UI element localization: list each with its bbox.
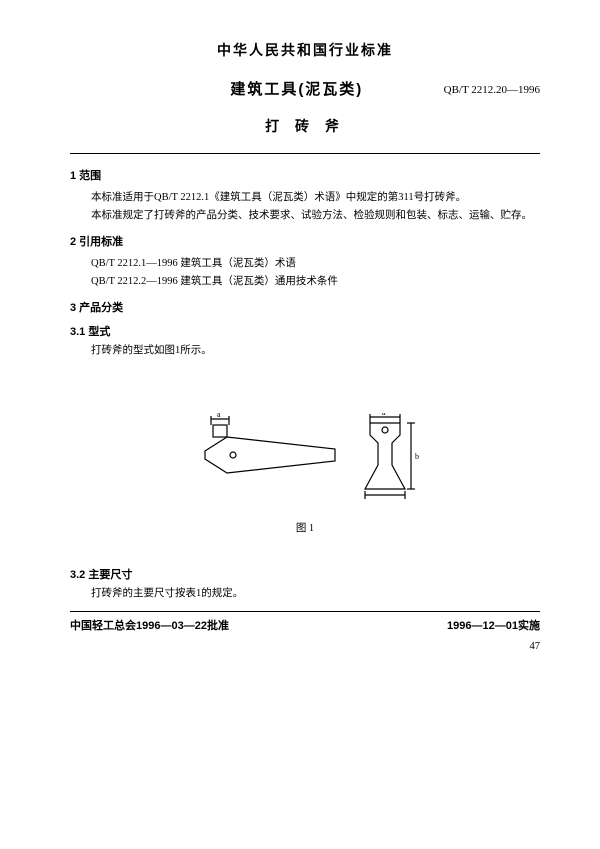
- document-page: 中华人民共和国行业标准 建筑工具(泥瓦类) QB/T 2212.20—1996 …: [0, 0, 600, 685]
- header-divider: [70, 153, 540, 154]
- dim-a-side: a: [217, 413, 221, 419]
- axe-diagram-icon: a a b: [175, 413, 435, 503]
- dim-b-front: b: [415, 452, 419, 461]
- org-title: 中华人民共和国行业标准: [70, 40, 540, 61]
- subheader-row: 建筑工具(泥瓦类) QB/T 2212.20—1996: [70, 79, 540, 102]
- section-3-2-text: 打砖斧的主要尺寸按表1的规定。: [70, 586, 540, 602]
- section-3-1-heading: 3.1 型式: [70, 324, 540, 341]
- section-1-para-1: 本标准适用于QB/T 2212.1《建筑工具（泥瓦类）术语》中规定的第311号打…: [70, 190, 540, 206]
- document-id: QB/T 2212.20—1996: [444, 82, 540, 99]
- section-2-heading: 2 引用标准: [70, 234, 540, 251]
- footer-row: 中国轻工总会1996—03—22批准 1996—12—01实施: [70, 618, 540, 635]
- tool-category-title: 建筑工具(泥瓦类): [150, 79, 363, 102]
- reference-2: QB/T 2212.2—1996 建筑工具（泥瓦类）通用技术条件: [70, 274, 540, 290]
- section-3-2-heading: 3.2 主要尺寸: [70, 567, 540, 584]
- footer-divider: [70, 611, 540, 612]
- effective-text: 1996—12—01实施: [447, 618, 540, 635]
- section-1-para-2: 本标准规定了打砖斧的产品分类、技术要求、试验方法、检验规则和包装、标志、运输、贮…: [70, 208, 540, 224]
- item-title: 打 砖 斧: [70, 116, 540, 137]
- section-3-heading: 3 产品分类: [70, 300, 540, 317]
- dim-a-front: a: [382, 413, 386, 417]
- section-3-1-text: 打砖斧的型式如图1所示。: [70, 343, 540, 359]
- figure-1-diagram: a a b: [70, 413, 540, 503]
- page-number: 47: [70, 639, 540, 655]
- section-1-heading: 1 范围: [70, 168, 540, 185]
- reference-1: QB/T 2212.1—1996 建筑工具（泥瓦类）术语: [70, 256, 540, 272]
- figure-1-caption: 图 1: [70, 521, 540, 537]
- approval-text: 中国轻工总会1996—03—22批准: [70, 618, 229, 635]
